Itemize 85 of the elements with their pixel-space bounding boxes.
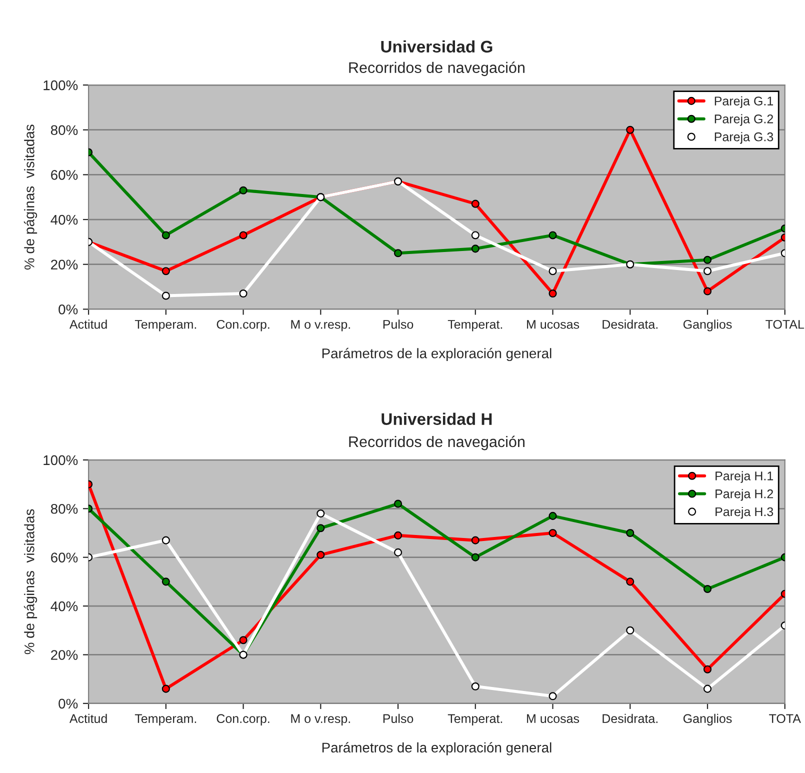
x-tick-label: Temperat. bbox=[448, 714, 502, 726]
point bbox=[394, 548, 402, 556]
legend-label: Pareja H.1 bbox=[716, 471, 774, 483]
point bbox=[548, 289, 557, 298]
point bbox=[626, 578, 634, 586]
point bbox=[548, 528, 557, 538]
y-tick-label: 20% bbox=[51, 650, 78, 660]
point bbox=[162, 536, 170, 544]
point bbox=[471, 231, 480, 240]
chart-title: Universidad H bbox=[382, 412, 492, 425]
x-tick-label: Pulso bbox=[383, 714, 414, 724]
x-tick-label: TOTA bbox=[769, 714, 801, 724]
point bbox=[471, 682, 480, 690]
point bbox=[394, 249, 402, 258]
point bbox=[162, 267, 170, 276]
point bbox=[239, 636, 248, 644]
point bbox=[316, 509, 325, 518]
y-tick-label: 0% bbox=[58, 304, 78, 314]
y-tick-label: 0% bbox=[58, 698, 78, 709]
x-tick-label: M o v.resp. bbox=[291, 320, 350, 332]
chart-title: Universidad G bbox=[381, 40, 492, 53]
point bbox=[703, 684, 712, 693]
x-tick-label: Desidrata. bbox=[602, 320, 658, 329]
point bbox=[626, 528, 634, 538]
y-tick-label: 40% bbox=[50, 214, 78, 225]
y-axis-title: % de páginas visitadas bbox=[24, 124, 38, 270]
legend-label: Pareja H.2 bbox=[716, 489, 773, 501]
point bbox=[394, 531, 402, 540]
point bbox=[703, 287, 712, 296]
point bbox=[471, 244, 480, 253]
x-tick-label: Temperam. bbox=[134, 714, 196, 726]
y-tick-label: 60% bbox=[51, 170, 78, 180]
point bbox=[239, 186, 248, 194]
point bbox=[162, 231, 170, 240]
x-axis-title: Parámetros de la exploración general bbox=[322, 742, 552, 756]
x-tick-label: Ganglios bbox=[683, 320, 732, 332]
y-axis-title: % de páginas visitadas bbox=[24, 509, 38, 654]
y-tick-label: 100% bbox=[44, 455, 78, 466]
y-tick-label: 80% bbox=[50, 504, 78, 514]
point bbox=[162, 578, 170, 586]
legend-label: Pareja G.1 bbox=[714, 96, 774, 108]
point bbox=[162, 292, 170, 300]
x-tick-label: Ganglios bbox=[683, 714, 732, 726]
point bbox=[703, 267, 712, 276]
x-tick-label: Temperat. bbox=[448, 320, 502, 332]
y-tick-label: 20% bbox=[51, 260, 78, 270]
point bbox=[239, 289, 248, 298]
point bbox=[162, 684, 170, 693]
point bbox=[703, 256, 712, 264]
point bbox=[471, 536, 480, 544]
x-tick-label: Desidrata. bbox=[602, 714, 658, 724]
point bbox=[548, 231, 557, 240]
point bbox=[239, 231, 248, 240]
x-tick-label: Pulso bbox=[383, 320, 414, 329]
chart-subtitle: Recorridos de navegación bbox=[349, 436, 524, 450]
chart-subtitle: Recorridos de navegación bbox=[349, 62, 524, 76]
x-tick-label: Actitud bbox=[69, 320, 107, 329]
point bbox=[626, 626, 634, 634]
y-tick-label: 100% bbox=[44, 80, 78, 90]
y-tick-label: 80% bbox=[50, 125, 78, 136]
y-tick-label: 60% bbox=[51, 552, 78, 562]
x-tick-label: Actitud bbox=[69, 714, 107, 724]
point bbox=[548, 692, 557, 700]
point bbox=[471, 200, 480, 208]
point bbox=[548, 267, 557, 276]
legend-label: Pareja G.2 bbox=[714, 114, 773, 126]
legend-label: Pareja G.3 bbox=[714, 132, 774, 144]
point bbox=[703, 584, 712, 594]
y-tick-label: 40% bbox=[50, 601, 78, 612]
x-tick-label: M ucosas bbox=[527, 320, 580, 329]
point bbox=[548, 512, 557, 520]
point bbox=[316, 524, 325, 532]
point bbox=[471, 553, 480, 562]
x-tick-label: Temperam. bbox=[134, 320, 196, 332]
x-tick-label: M ucosas bbox=[527, 714, 580, 724]
x-tick-label: M o v.resp. bbox=[291, 714, 350, 726]
point bbox=[626, 126, 634, 134]
x-tick-label: Con.corp. bbox=[216, 714, 270, 726]
point bbox=[394, 500, 402, 508]
x-tick-label: Con.corp. bbox=[216, 320, 270, 332]
legend-label: Pareja H.3 bbox=[716, 506, 774, 519]
point bbox=[316, 550, 325, 559]
x-axis-title: Parámetros de la exploración general bbox=[322, 348, 552, 362]
point bbox=[703, 665, 712, 674]
x-tick-label: TOTAL bbox=[766, 320, 804, 329]
